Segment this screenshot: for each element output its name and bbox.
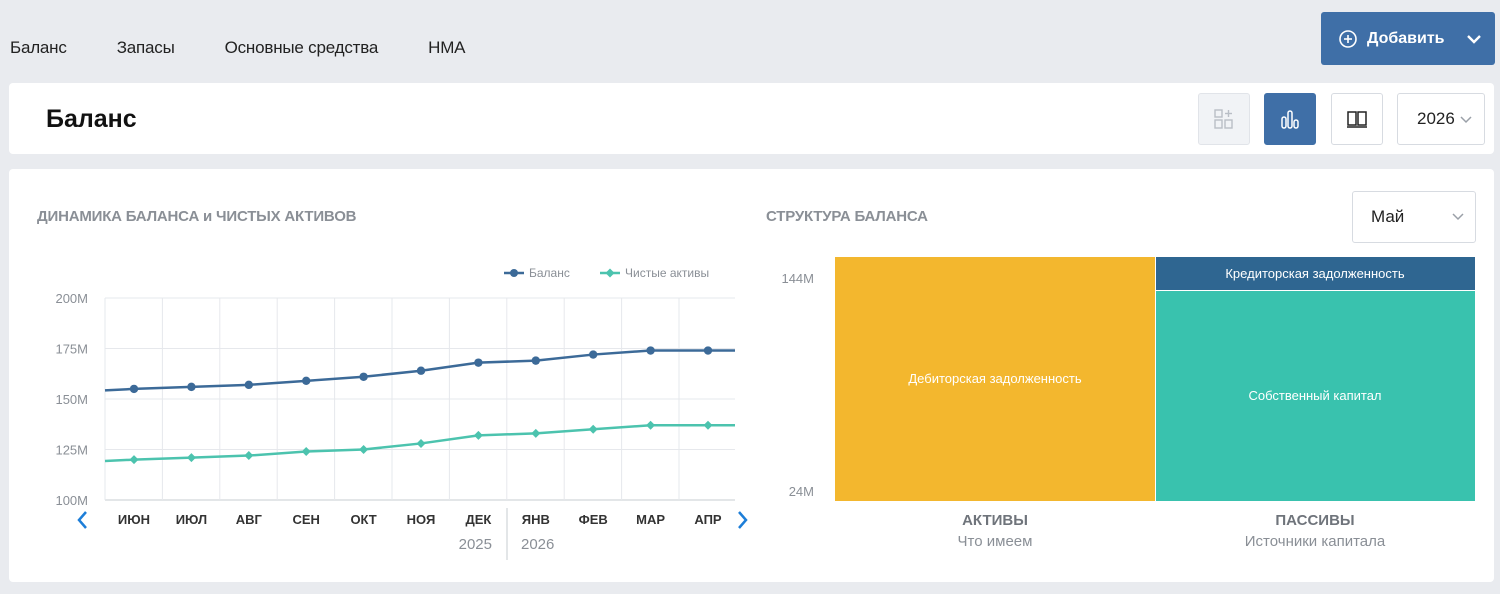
bar-chart-icon <box>1281 110 1299 129</box>
data-point <box>301 447 311 457</box>
payables-block[interactable] <box>1156 257 1475 290</box>
year-select[interactable]: 2026 <box>1397 93 1485 145</box>
data-point <box>589 350 598 359</box>
x-tick-label: АПР <box>694 512 722 527</box>
x-tick-label: ДЕК <box>465 512 491 527</box>
data-point <box>531 428 541 438</box>
chevron-down-icon <box>1452 213 1464 221</box>
tab-intangibles[interactable]: НМА <box>428 38 466 57</box>
dashboard-add-icon <box>1214 109 1233 129</box>
legend-label: Баланс <box>529 266 570 280</box>
data-point <box>129 455 139 465</box>
y-tick-label: 175M <box>55 342 88 357</box>
assets-column-label: АКТИВЫ <box>962 512 1028 529</box>
x-tick-label: СЕН <box>292 512 319 527</box>
month-select[interactable]: Май <box>1352 191 1476 243</box>
y-tick-label: 144M <box>781 271 814 286</box>
line-chart-series <box>104 346 735 465</box>
data-point <box>359 372 368 381</box>
chevron-down-icon <box>1466 34 1481 44</box>
liabilities-column-label: ПАССИВЫ <box>1275 512 1354 529</box>
liabilities-column-sublabel: Источники капитала <box>1245 533 1386 550</box>
top-nav: Баланс Запасы Основные средства НМА <box>10 38 515 58</box>
data-point <box>703 346 713 355</box>
data-point <box>531 356 540 365</box>
add-button[interactable]: Добавить <box>1321 12 1495 65</box>
data-point <box>244 451 254 461</box>
year-select-value: 2026 <box>1417 109 1455 128</box>
receivables-label: Дебиторская задолженность <box>908 371 1081 386</box>
line-chart: 100M 125M 150M 175M 200M ИЮН ИЮЛ АВГ СЕН ОКТ НОЯ Д… <box>55 266 748 560</box>
receivables-block[interactable] <box>835 257 1155 501</box>
page-title: Баланс <box>46 105 137 133</box>
legend-marker <box>510 269 518 277</box>
line-chart-y-axis: 100M 125M 150M 175M 200M <box>55 291 88 508</box>
book-icon <box>1347 111 1367 128</box>
chart-next-button[interactable] <box>738 511 748 529</box>
y-tick-label: 125M <box>55 443 88 458</box>
line-chart-legend: Баланс Чистые активы <box>504 266 709 280</box>
chart-prev-button[interactable] <box>77 511 87 529</box>
chevron-right-icon <box>738 511 748 529</box>
payables-label: Кредиторская задолженность <box>1225 266 1404 281</box>
y-tick-label: 24M <box>789 484 814 499</box>
data-point <box>416 438 426 448</box>
y-tick-label: 100M <box>55 493 88 508</box>
data-point <box>473 430 483 440</box>
data-point <box>187 382 196 392</box>
data-point <box>646 420 656 430</box>
legend-marker <box>605 268 615 278</box>
x-tick-label: НОЯ <box>407 512 436 527</box>
plus-circle-icon <box>1339 29 1357 48</box>
y-tick-label: 200M <box>55 291 88 306</box>
x-tick-label: ФЕВ <box>579 512 608 527</box>
data-point <box>474 358 483 367</box>
data-point <box>646 346 655 355</box>
page-header: Баланс 2026 <box>9 83 1494 154</box>
x-tick-label: ЯНВ <box>522 512 550 527</box>
data-point <box>302 376 311 386</box>
assets-column-sublabel: Что имеем <box>958 533 1033 550</box>
structure-chart-title: СТРУКТУРА БАЛАНСА <box>766 208 928 225</box>
tab-inventory[interactable]: Запасы <box>116 38 175 57</box>
data-point <box>359 445 369 454</box>
month-select-value: Май <box>1371 207 1405 226</box>
line-chart-x-axis: ИЮН ИЮЛ АВГ СЕН ОКТ НОЯ ДЕК ЯНВ ФЕВ МАР АПР <box>118 512 722 527</box>
y-tick-label: 150M <box>55 392 88 407</box>
report-view-button[interactable] <box>1331 93 1383 145</box>
legend-label: Чистые активы <box>625 266 709 280</box>
data-point <box>244 380 253 390</box>
dashboard-add-button[interactable] <box>1198 93 1250 145</box>
equity-block[interactable] <box>1156 291 1475 501</box>
x-tick-label: ИЮЛ <box>176 512 207 527</box>
data-point <box>129 384 139 394</box>
year-label-2026: 2026 <box>521 536 554 553</box>
data-point <box>186 453 196 463</box>
data-point <box>703 420 713 430</box>
x-tick-label: ОКТ <box>350 512 376 527</box>
chevron-left-icon <box>77 511 87 529</box>
x-tick-label: АВГ <box>236 512 263 527</box>
data-point <box>588 424 598 434</box>
equity-label: Собственный капитал <box>1248 388 1381 403</box>
line-chart-grid <box>104 297 735 501</box>
x-tick-label: ИЮН <box>118 512 150 527</box>
tab-fixed-assets[interactable]: Основные средства <box>224 38 379 57</box>
data-point <box>416 366 426 375</box>
year-label-2025: 2025 <box>459 536 492 553</box>
structure-chart: 144M 24M Дебиторская задолженность Креди… <box>781 257 1475 550</box>
add-button-label: Добавить <box>1367 29 1445 47</box>
x-tick-label: МАР <box>636 512 665 527</box>
line-chart-title: ДИНАМИКА БАЛАНСА и ЧИСТЫХ АКТИВОВ <box>37 208 357 225</box>
tab-balance[interactable]: Баланс <box>10 38 67 57</box>
chart-view-button[interactable] <box>1264 93 1316 145</box>
chevron-down-icon <box>1460 116 1472 124</box>
